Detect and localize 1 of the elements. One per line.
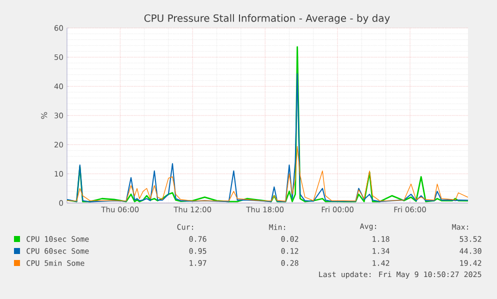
chart-title: CPU Pressure Stall Information - Average - by day [144,14,390,24]
